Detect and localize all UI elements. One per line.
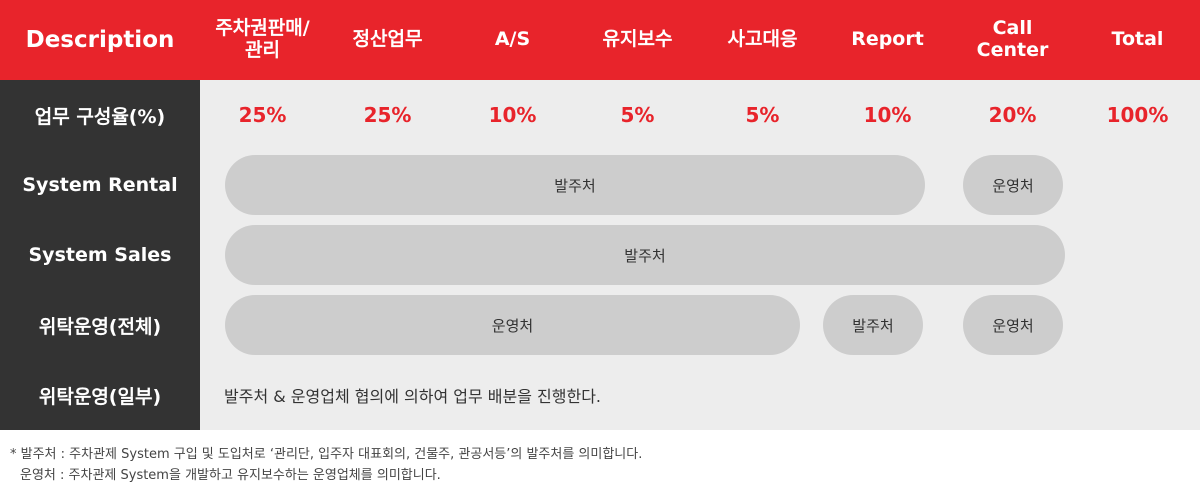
consign-partial-text: 발주처 & 운영업체 협의에 의하여 업무 배분을 진행한다.	[224, 387, 602, 406]
ratio-total: 100%	[1106, 103, 1169, 127]
row-labels: 업무 구성율(%) System Rental System Sales 위탁운…	[0, 80, 200, 430]
ratio-ticket: 25%	[238, 103, 287, 127]
sales-client-pill: 발주처	[225, 225, 1065, 285]
row-label-consign-all: 위탁운영(전체)	[38, 315, 162, 338]
header-col-ticket: 주차권판매/ 관리	[215, 17, 310, 61]
row-label-consign-partial: 위탁운영(일부)	[38, 385, 162, 408]
ratio-callcenter: 20%	[988, 103, 1037, 127]
header-col-callcenter: Call Center	[976, 17, 1049, 61]
row-label-system-sales: System Sales	[28, 244, 172, 266]
footnote-line-operator: 운영처 : 주차관제 System을 개발하고 유지보수하는 운영업체를 의미합…	[20, 468, 441, 483]
rental-client-pill: 발주처	[225, 155, 925, 215]
ratio-as: 10%	[488, 103, 537, 127]
header-col-as: A/S	[494, 28, 531, 51]
consign-all-client-pill: 발주처	[823, 295, 923, 355]
header-description: Description	[25, 26, 175, 53]
header-col-incident: 사고대응	[727, 28, 798, 51]
header-col-settlement: 정산업무	[352, 28, 423, 51]
table-body: 25% 25% 10% 5% 5% 10% 20% 100% 발주처 운영처 발…	[200, 80, 1200, 430]
row-label-ratio: 업무 구성율(%)	[34, 105, 166, 128]
rental-operator-pill: 운영처	[963, 155, 1063, 215]
header-col-total: Total	[1111, 28, 1164, 51]
header-col-maintenance: 유지보수	[602, 28, 673, 51]
row-label-system-rental: System Rental	[22, 174, 178, 196]
table-header: Description 주차권판매/ 관리 정산업무 A/S 유지보수 사고대응…	[0, 0, 1200, 80]
header-col-report: Report	[851, 28, 924, 51]
consign-all-operator-pill: 운영처	[225, 295, 800, 355]
footnote-line-client: * 발주처 : 주차관제 System 구입 및 도입처로 ‘관리단, 입주자 …	[10, 447, 643, 462]
consign-all-operator-pill-2: 운영처	[963, 295, 1063, 355]
ratio-settlement: 25%	[363, 103, 412, 127]
footnote: * 발주처 : 주차관제 System 구입 및 도입처로 ‘관리단, 입주자 …	[10, 444, 642, 486]
ratio-incident: 5%	[745, 103, 780, 127]
ratio-report: 10%	[863, 103, 912, 127]
ratio-maintenance: 5%	[620, 103, 655, 127]
